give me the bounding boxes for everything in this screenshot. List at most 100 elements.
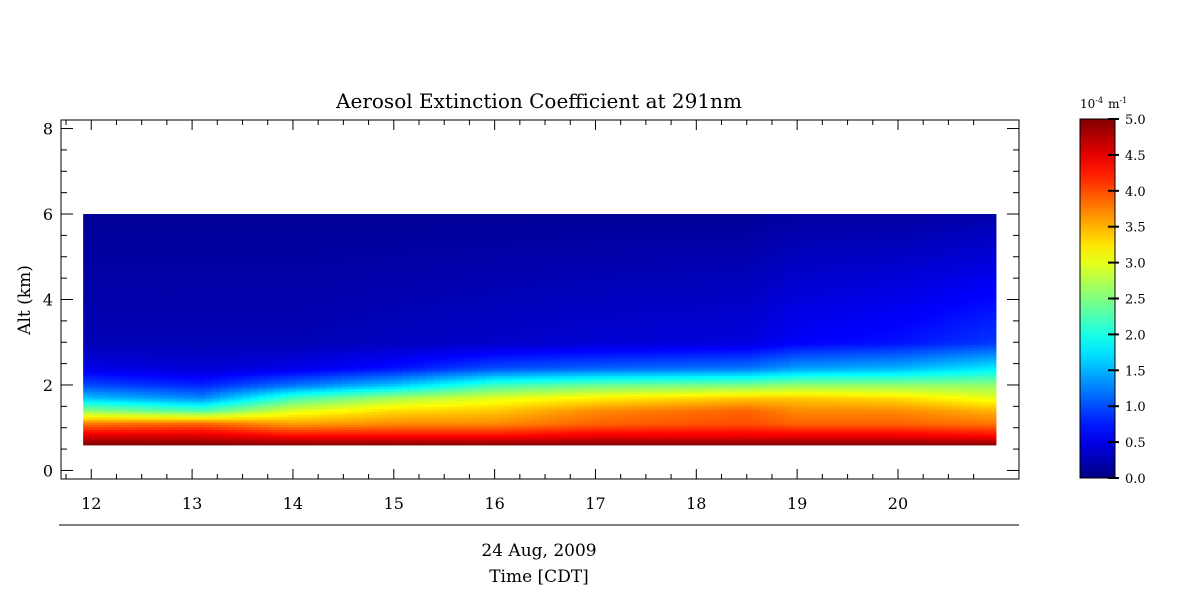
heatmap-cell xyxy=(273,229,282,233)
heatmap-cell xyxy=(83,257,92,261)
heatmap-cell xyxy=(151,296,160,300)
heatmap-cell xyxy=(402,311,411,315)
heatmap-cell xyxy=(288,306,297,310)
heatmap-cell xyxy=(90,349,99,354)
heatmap-cell xyxy=(273,278,282,282)
heatmap-cell xyxy=(250,339,259,343)
heatmap-cell xyxy=(212,321,221,325)
heatmap-cell xyxy=(433,419,442,423)
heatmap-cell xyxy=(387,329,396,333)
heatmap-cell xyxy=(144,434,153,438)
heatmap-cell xyxy=(417,339,427,343)
heatmap-cell xyxy=(433,383,442,387)
heatmap-cell xyxy=(144,311,153,315)
heatmap-cell xyxy=(280,396,290,400)
heatmap-cell xyxy=(98,393,107,397)
heatmap-cell xyxy=(425,260,434,264)
heatmap-cell xyxy=(326,247,335,251)
heatmap-cell xyxy=(121,431,130,436)
heatmap-cell xyxy=(258,231,267,236)
heatmap-cell xyxy=(402,273,411,277)
heatmap-cell xyxy=(433,214,442,218)
heatmap-cell xyxy=(455,373,465,377)
heatmap-cell xyxy=(334,216,343,220)
heatmap-cell xyxy=(189,352,198,356)
heatmap-cell xyxy=(83,408,92,413)
heatmap-cell xyxy=(106,337,115,341)
heatmap-cell xyxy=(242,288,252,292)
heatmap-cell xyxy=(265,242,274,246)
heatmap-cell xyxy=(182,316,191,320)
heatmap-cell xyxy=(144,352,153,356)
heatmap-cell xyxy=(106,216,115,220)
heatmap-cell xyxy=(387,260,396,264)
heatmap-cell xyxy=(341,311,350,315)
heatmap-cell xyxy=(433,255,442,259)
heatmap-cell xyxy=(174,365,183,369)
heatmap-cell xyxy=(341,342,350,346)
heatmap-cell xyxy=(288,375,297,379)
heatmap-cell xyxy=(417,414,427,418)
heatmap-cell xyxy=(356,324,366,328)
heatmap-cell xyxy=(364,278,373,282)
heatmap-cell xyxy=(182,260,191,264)
heatmap-cell xyxy=(463,288,472,292)
heatmap-cell xyxy=(379,339,388,343)
heatmap-cell xyxy=(144,301,153,305)
heatmap-cell xyxy=(417,219,427,223)
heatmap-cell xyxy=(311,324,320,328)
heatmap-cell xyxy=(250,278,259,282)
heatmap-cell xyxy=(83,290,92,295)
heatmap-cell xyxy=(182,319,191,323)
heatmap-cell xyxy=(121,421,130,425)
heatmap-cell xyxy=(189,234,198,238)
heatmap-cell xyxy=(402,316,411,320)
heatmap-cell xyxy=(387,316,396,320)
heatmap-cell xyxy=(98,252,107,256)
heatmap-cell xyxy=(318,365,328,369)
heatmap-cell xyxy=(83,226,92,231)
heatmap-cell xyxy=(182,267,191,272)
heatmap-cell xyxy=(395,226,404,231)
heatmap-cell xyxy=(182,419,191,423)
heatmap-cell xyxy=(356,331,366,336)
heatmap-cell xyxy=(463,216,472,220)
heatmap-cell xyxy=(303,265,312,269)
heatmap-cell xyxy=(220,329,229,333)
heatmap-cell xyxy=(242,301,252,305)
heatmap-cell xyxy=(341,421,350,425)
heatmap-cell xyxy=(501,398,510,402)
heatmap-cell xyxy=(113,308,122,313)
heatmap-cell xyxy=(121,290,130,295)
heatmap-cell xyxy=(440,390,449,395)
heatmap-cell xyxy=(151,267,160,272)
heatmap-cell xyxy=(197,301,206,305)
heatmap-cell xyxy=(250,326,259,331)
heatmap-cell xyxy=(349,334,358,338)
heatmap-cell xyxy=(341,357,350,361)
heatmap-cell xyxy=(90,278,99,282)
heatmap-cell xyxy=(341,226,350,231)
heatmap-cell xyxy=(334,442,343,446)
heatmap-cell xyxy=(296,262,305,266)
heatmap-cell xyxy=(379,329,388,333)
heatmap-cell xyxy=(493,367,503,372)
heatmap-cell xyxy=(311,408,320,413)
heatmap-cell xyxy=(242,429,252,433)
heatmap-cell xyxy=(440,301,449,305)
heatmap-cell xyxy=(311,357,320,361)
heatmap-cell xyxy=(136,421,145,425)
heatmap-cell xyxy=(220,416,229,420)
heatmap-cell xyxy=(478,316,487,320)
heatmap-cell xyxy=(83,229,92,233)
heatmap-cell xyxy=(159,324,168,328)
heatmap-cell xyxy=(144,393,153,397)
heatmap-cell xyxy=(242,280,252,284)
heatmap-cell xyxy=(136,429,145,433)
heatmap-cell xyxy=(410,301,419,305)
heatmap-cell xyxy=(83,426,92,431)
heatmap-cell xyxy=(448,231,457,236)
heatmap-cell xyxy=(159,401,168,405)
heatmap-cell xyxy=(410,273,419,277)
heatmap-cell xyxy=(372,242,381,246)
